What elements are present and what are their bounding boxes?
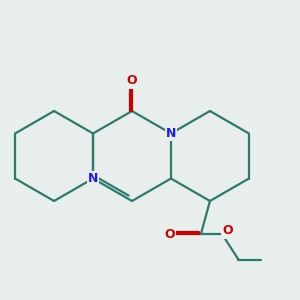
Text: O: O bbox=[223, 224, 233, 238]
Text: O: O bbox=[127, 74, 137, 88]
Text: N: N bbox=[166, 127, 176, 140]
Text: N: N bbox=[88, 172, 98, 185]
Text: O: O bbox=[164, 227, 175, 241]
